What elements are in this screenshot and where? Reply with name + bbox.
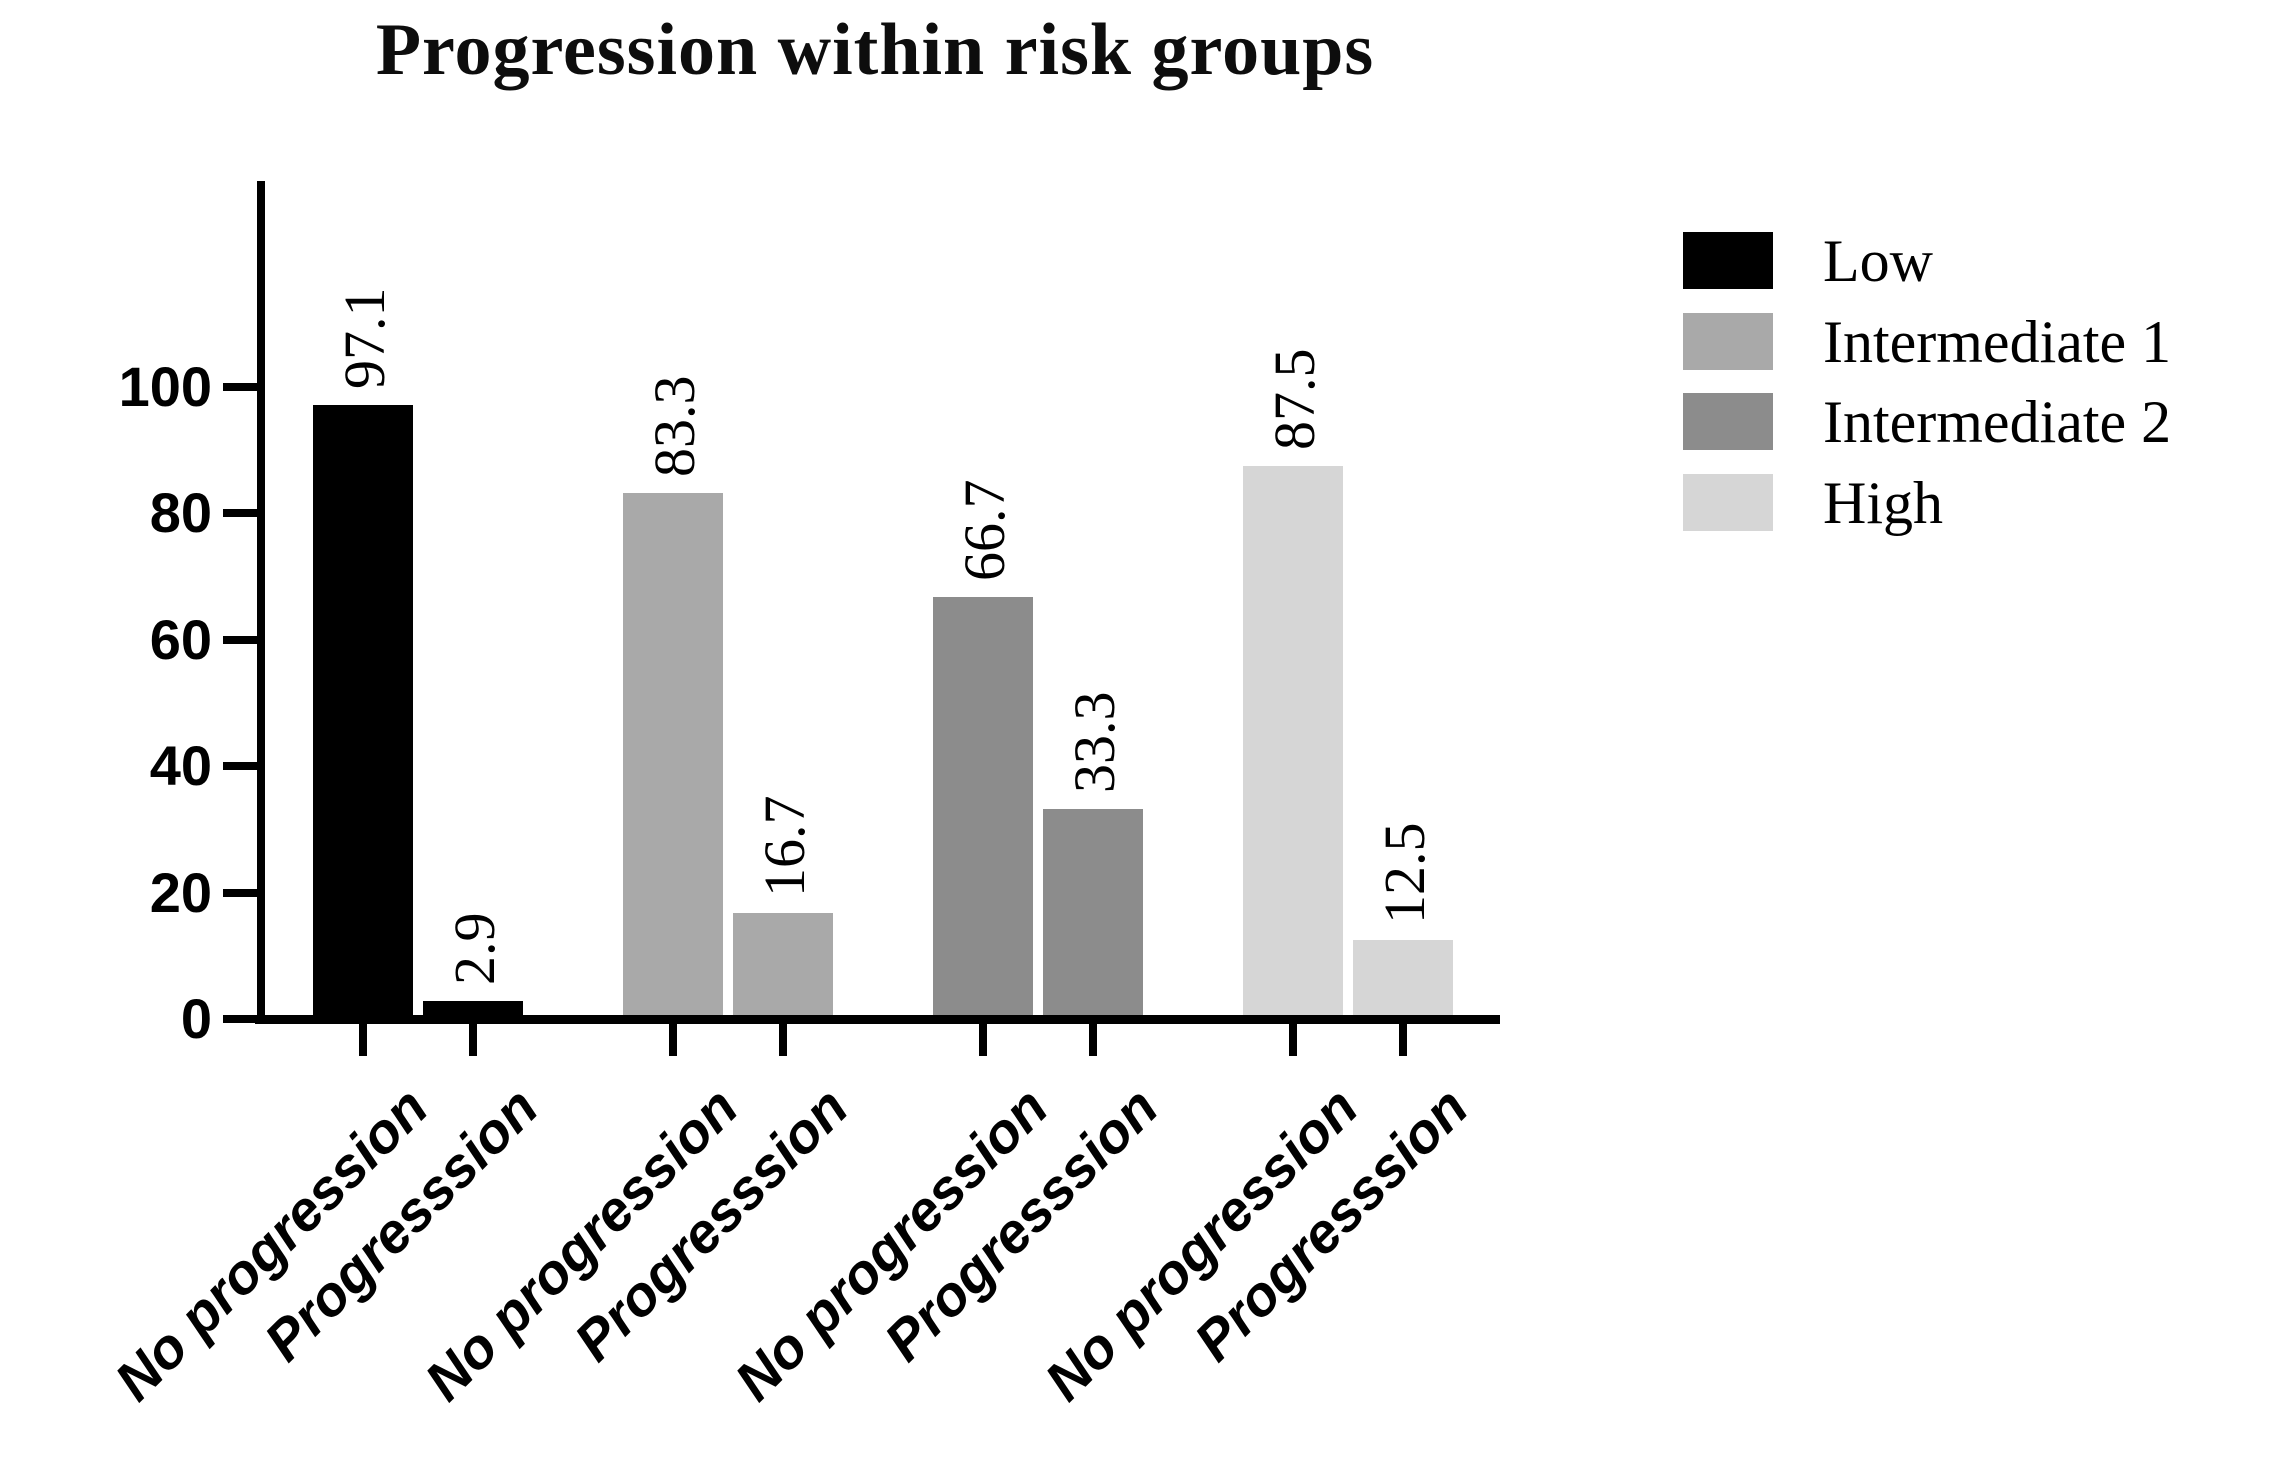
bar <box>313 405 413 1015</box>
legend-item: High <box>1683 469 1943 536</box>
x-axis-line <box>255 1015 1500 1024</box>
legend-item: Intermediate 2 <box>1683 388 2172 455</box>
y-tick-label: 0 <box>180 987 212 1050</box>
bar <box>733 913 833 1015</box>
bar <box>933 597 1033 1015</box>
bar <box>423 1001 523 1015</box>
y-tick <box>223 762 261 770</box>
x-tick <box>1289 1024 1297 1056</box>
y-tick <box>223 509 261 517</box>
x-tick <box>469 1024 477 1056</box>
bar-value-label: 16.7 <box>752 795 817 898</box>
legend-label: High <box>1823 469 1943 536</box>
bar <box>1243 466 1343 1015</box>
y-tick <box>223 889 261 897</box>
bar-value-label: 83.3 <box>642 375 707 478</box>
legend-label: Intermediate 1 <box>1823 308 2172 375</box>
y-axis-line <box>257 181 265 1024</box>
bar-value-label: 66.7 <box>952 479 1017 582</box>
legend-swatch <box>1683 474 1773 531</box>
x-tick <box>1399 1024 1407 1056</box>
x-tick <box>779 1024 787 1056</box>
chart-title: Progression within risk groups <box>375 9 1375 91</box>
x-tick <box>669 1024 677 1056</box>
bar-value-label: 2.9 <box>442 912 507 986</box>
y-tick-label: 20 <box>149 861 212 924</box>
bar-value-label: 12.5 <box>1372 822 1437 925</box>
y-tick <box>223 383 261 391</box>
bar-value-label: 33.3 <box>1062 691 1127 794</box>
y-tick-label: 100 <box>118 355 212 418</box>
x-tick <box>359 1024 367 1056</box>
legend-label: Intermediate 2 <box>1823 388 2172 455</box>
bar <box>623 493 723 1015</box>
legend-swatch <box>1683 313 1773 370</box>
bar <box>1043 809 1143 1015</box>
bar-value-label: 97.1 <box>332 287 397 390</box>
legend-item: Low <box>1683 227 1933 294</box>
y-tick <box>223 636 261 644</box>
legend-item: Intermediate 1 <box>1683 308 2172 375</box>
x-tick <box>979 1024 987 1056</box>
legend-swatch <box>1683 232 1773 289</box>
legend-swatch <box>1683 393 1773 450</box>
y-tick-label: 60 <box>149 608 212 671</box>
legend-label: Low <box>1823 227 1933 294</box>
y-tick-label: 80 <box>149 481 212 544</box>
bar <box>1353 940 1453 1015</box>
y-tick <box>223 1015 261 1023</box>
y-tick-label: 40 <box>149 734 212 797</box>
bar-value-label: 87.5 <box>1262 348 1327 451</box>
x-tick <box>1089 1024 1097 1056</box>
